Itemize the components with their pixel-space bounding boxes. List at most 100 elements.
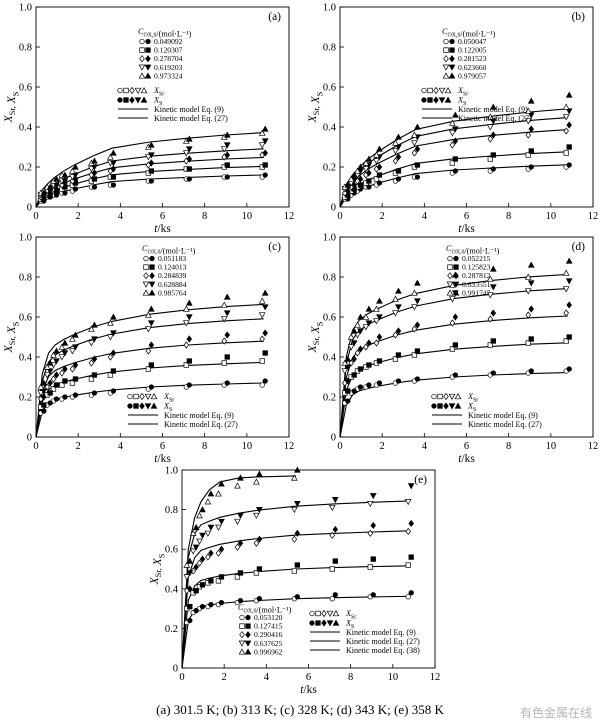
legend-concentration: 0.050047	[458, 37, 487, 46]
point-xs-2	[332, 558, 338, 564]
x-tick-label: 2	[222, 672, 227, 683]
point-xs-2	[566, 144, 572, 150]
point-xs-2	[148, 168, 155, 174]
point-xs-5	[207, 490, 215, 497]
point-xs-1	[366, 184, 372, 190]
point-xs-5	[527, 97, 535, 104]
legend-filled-marker	[150, 402, 158, 409]
point-xs-2	[490, 338, 496, 344]
point-xsr-4	[258, 142, 266, 149]
point-xs-3	[256, 535, 263, 543]
point-xs-5	[185, 299, 193, 306]
point-xs-5	[344, 355, 352, 362]
x-tick-label: 4	[264, 672, 270, 683]
point-xsr-5	[341, 359, 349, 366]
point-xsr-3	[525, 131, 531, 139]
point-xs-3	[72, 361, 79, 369]
point-xs-5	[365, 155, 373, 162]
legend-open-marker	[150, 393, 158, 400]
point-xs-3	[395, 327, 402, 335]
x-axis-label: t/ks	[458, 453, 475, 465]
panel-label: (e)	[414, 474, 427, 486]
point-xsr-3	[145, 347, 152, 355]
point-xsr-2	[50, 386, 57, 392]
legend-xs-label: XS	[457, 96, 466, 107]
point-xsr-3	[259, 335, 265, 343]
legend-open-marker	[321, 609, 327, 618]
point-xs-2	[53, 382, 60, 388]
legend-concentration: 0.973324	[154, 71, 183, 80]
x-tick-label: 10	[546, 211, 557, 222]
model-curve-5	[181, 475, 296, 669]
point-xs-4	[414, 298, 421, 305]
point-xs-3	[376, 163, 383, 171]
point-xs-5	[223, 131, 231, 138]
point-xsr-4	[215, 524, 222, 531]
legend-filled-marker	[149, 264, 155, 270]
legend-open-marker	[443, 47, 449, 53]
point-xs-2	[72, 376, 79, 382]
legend-open-marker	[437, 393, 443, 400]
point-xs-4	[489, 118, 497, 125]
point-xs-3	[357, 345, 364, 353]
point-xsr-2	[259, 358, 265, 364]
legend-model-label: Kinetic model Eq. (27)	[346, 637, 420, 646]
legend-filled-marker	[144, 64, 152, 71]
point-xs-4	[261, 138, 269, 145]
point-xsr-3	[291, 535, 298, 543]
y-tick-label: 0.2	[19, 393, 32, 404]
point-xsr-3	[329, 531, 336, 539]
y-tick-label: 1.0	[165, 466, 178, 477]
point-xsr-3	[88, 359, 95, 367]
point-xsr-5	[562, 269, 570, 276]
point-xs-4	[207, 524, 215, 531]
y-tick-label: 0.8	[323, 273, 336, 284]
point-xs-1	[414, 174, 421, 180]
y-tick-label: 1.0	[19, 3, 32, 14]
point-xs-4	[40, 388, 48, 395]
point-xsr-4	[182, 320, 190, 327]
point-xs-1	[199, 603, 206, 610]
legend-filled-marker	[433, 96, 439, 104]
legend-filled-marker	[245, 614, 251, 621]
point-xs-1	[193, 607, 199, 614]
point-xs-2	[110, 368, 117, 374]
x-tick-label: 4	[422, 441, 428, 452]
point-xsr-4	[362, 166, 370, 173]
point-xsr-4	[69, 174, 76, 181]
point-xs-3	[193, 563, 199, 571]
point-xs-4	[53, 358, 60, 365]
point-xsr-5	[392, 139, 399, 146]
y-tick-label: 0.4	[323, 353, 337, 364]
y-tick-label: 0.6	[19, 83, 32, 94]
point-xs-5	[395, 133, 402, 140]
legend-model-label: Kinetic model Eq. (9)	[458, 105, 528, 114]
point-xsr-3	[411, 149, 418, 157]
x-tick-label: 0	[337, 441, 342, 452]
point-xs-3	[528, 305, 534, 313]
model-curve-3	[35, 340, 264, 438]
point-xsr-2	[221, 360, 227, 366]
legend-open-marker	[142, 289, 150, 296]
point-xsr-2	[367, 564, 373, 570]
point-xs-5	[199, 506, 206, 513]
point-xs-5	[357, 163, 364, 170]
point-xs-5	[40, 379, 48, 386]
point-xs-1	[91, 390, 98, 396]
point-xs-2	[91, 372, 98, 378]
point-xs-5	[110, 149, 117, 156]
point-xs-1	[376, 380, 383, 386]
legend-filled-marker	[144, 72, 152, 79]
point-xsr-4	[69, 348, 76, 355]
point-xs-1	[62, 394, 68, 400]
point-xsr-3	[196, 559, 203, 567]
x-tick-label: 8	[506, 211, 511, 222]
x-tick-label: 12	[284, 441, 295, 452]
y-tick-label: 0.2	[323, 163, 336, 174]
legend-filled-marker	[117, 97, 123, 103]
legend-open-marker	[427, 87, 433, 94]
point-xs-1	[262, 378, 268, 384]
point-xsr-4	[524, 288, 532, 295]
legend-open-marker	[143, 272, 149, 280]
point-xs-3	[186, 335, 193, 343]
